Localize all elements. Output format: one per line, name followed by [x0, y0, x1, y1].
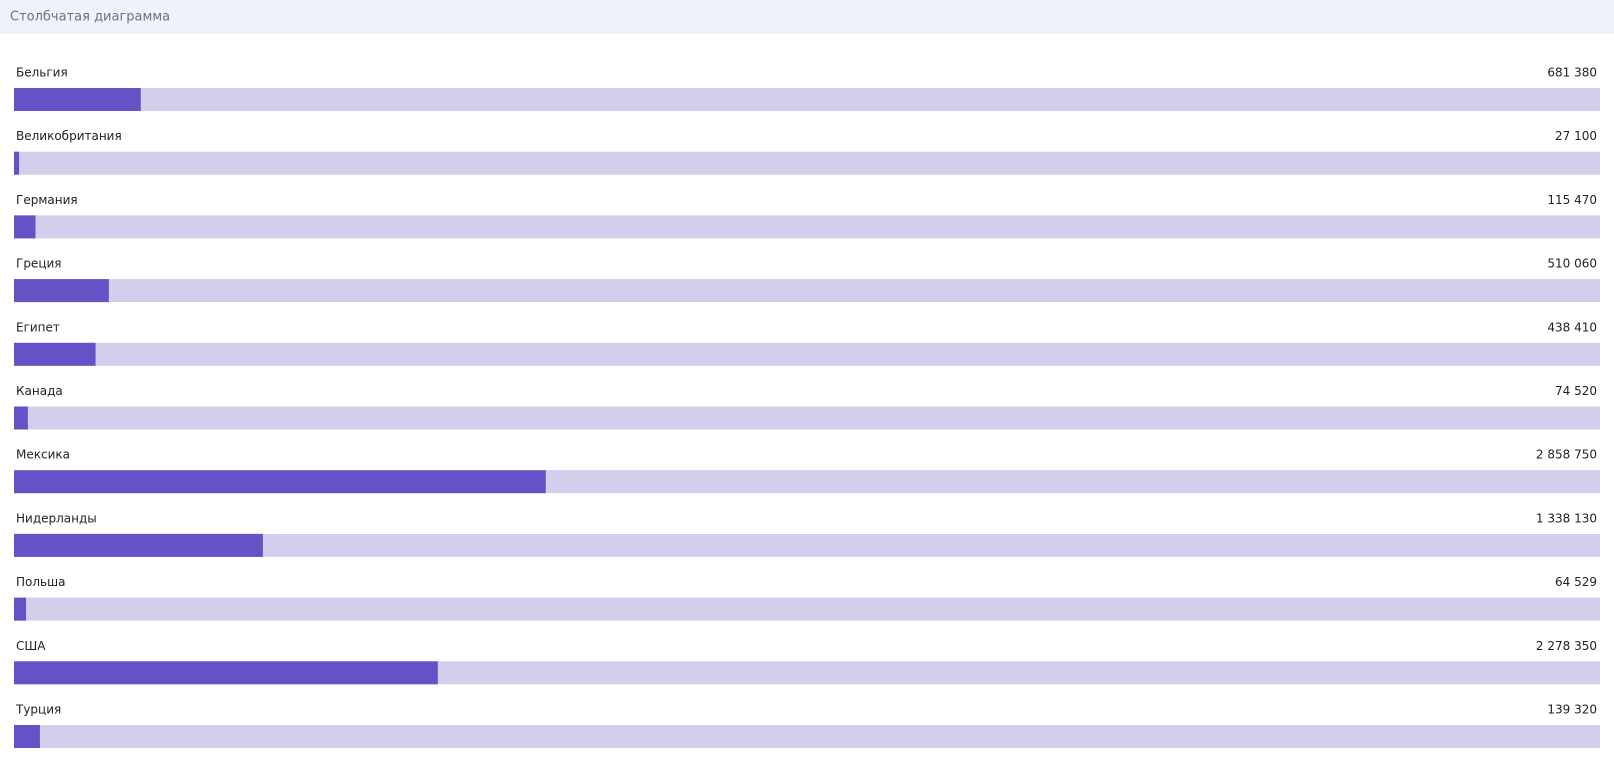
value-label: 438 410 — [1547, 320, 1597, 334]
bar — [14, 88, 141, 111]
value-label: 681 380 — [1547, 66, 1597, 80]
track — [14, 88, 1600, 111]
value-label: 139 320 — [1547, 703, 1597, 717]
bar — [14, 342, 96, 366]
bar — [14, 151, 20, 175]
value-label: 27 100 — [1555, 129, 1597, 143]
bar — [14, 470, 546, 494]
category-label: Канада — [16, 384, 63, 398]
category-label: Нидерланды — [16, 511, 97, 525]
value-label: 64 529 — [1555, 575, 1597, 589]
bar — [14, 661, 438, 685]
track — [14, 279, 1600, 303]
track — [14, 151, 1600, 175]
bar — [14, 725, 40, 748]
bar — [14, 279, 109, 303]
bar — [14, 406, 28, 430]
value-label: 74 520 — [1555, 384, 1597, 398]
category-label: Египет — [16, 320, 60, 334]
category-label: Бельгия — [16, 66, 68, 80]
track — [14, 342, 1600, 366]
category-label: Мексика — [16, 448, 70, 462]
category-label: Турция — [15, 703, 61, 717]
header — [0, 0, 1614, 34]
track — [14, 406, 1600, 430]
bar — [14, 533, 263, 557]
category-label: Великобритания — [16, 129, 122, 143]
value-label: 1 338 130 — [1536, 511, 1597, 525]
track — [14, 215, 1600, 239]
track — [14, 597, 1600, 621]
track — [14, 725, 1600, 748]
category-label: Германия — [16, 193, 78, 207]
category-label: Греция — [16, 257, 62, 271]
category-label: Польша — [16, 575, 65, 589]
category-label: США — [16, 639, 46, 653]
value-label: 2 278 350 — [1536, 639, 1597, 653]
value-label: 115 470 — [1547, 193, 1597, 207]
track — [14, 533, 1600, 557]
bar — [14, 215, 36, 239]
bar — [14, 597, 27, 621]
chart-title: Столбчатая диаграмма — [10, 10, 170, 25]
value-label: 510 060 — [1547, 257, 1597, 271]
value-label: 2 858 750 — [1536, 448, 1597, 462]
